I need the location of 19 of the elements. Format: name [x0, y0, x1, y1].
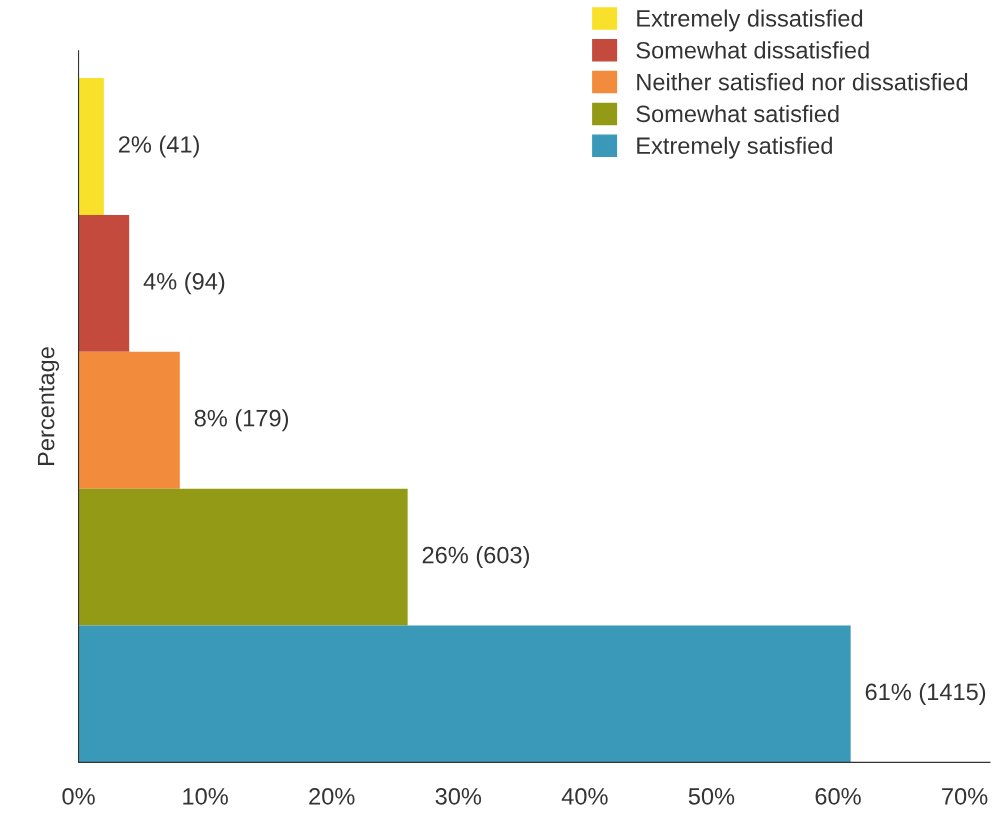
- data-label: 2% (41): [118, 135, 199, 158]
- data-label: 61% (1415): [865, 682, 986, 705]
- x-tick-label: 50%: [688, 788, 735, 805]
- data-label: 4% (94): [143, 272, 225, 295]
- legend-label: Extremely dissatisfied: [637, 9, 863, 32]
- x-tick-label: 70%: [942, 788, 988, 805]
- y-axis-title: Percentage: [37, 347, 60, 465]
- data-label: 8% (179): [194, 409, 289, 432]
- x-tick-label: 30%: [435, 788, 482, 805]
- x-tick-label: 20%: [309, 788, 355, 805]
- x-tick-label: 0%: [62, 788, 95, 805]
- legend-label: Neither satisfied nor dissatisfied: [637, 73, 968, 91]
- x-tick-label: 10%: [183, 788, 228, 805]
- legend-label: Extremely satisfied: [637, 136, 832, 159]
- legend-label: Somewhat satisfied: [636, 104, 839, 123]
- data-label: 26% (603): [422, 546, 529, 569]
- legend-label: Somewhat dissatisfied: [636, 41, 869, 59]
- x-tick-label: 60%: [815, 788, 861, 805]
- x-tick-label: 40%: [561, 788, 608, 805]
